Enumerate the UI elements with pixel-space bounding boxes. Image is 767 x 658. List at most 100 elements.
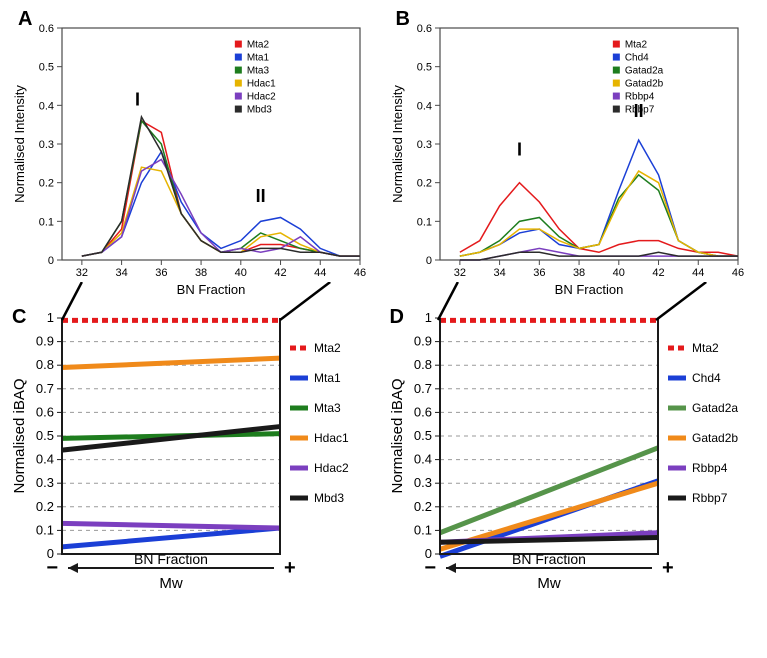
svg-text:34: 34 [115, 267, 127, 279]
svg-text:0.6: 0.6 [36, 404, 54, 419]
svg-text:Mta3: Mta3 [314, 401, 341, 415]
svg-text:32: 32 [76, 267, 88, 279]
svg-text:38: 38 [195, 267, 207, 279]
panel-label-D: D [390, 306, 404, 329]
svg-text:Mta2: Mta2 [247, 40, 270, 51]
svg-text:BN Fraction: BN Fraction [554, 282, 623, 297]
svg-text:0.1: 0.1 [413, 522, 431, 537]
svg-text:Chd4: Chd4 [692, 371, 721, 385]
svg-text:I: I [516, 140, 521, 160]
svg-text:0.1: 0.1 [416, 216, 431, 228]
svg-text:0.6: 0.6 [39, 23, 54, 35]
chart-D: 00.10.20.30.40.50.60.70.80.91Normalised … [388, 308, 748, 608]
svg-text:Mta3: Mta3 [247, 66, 270, 77]
svg-text:Rbbp7: Rbbp7 [624, 105, 654, 116]
chart-A: 32 34 36 38 40 42 44 46 0 0.1 0.2 0.3 0.4 0.5 0.6 Norma… [10, 10, 370, 300]
svg-text:Mta2: Mta2 [624, 40, 647, 51]
svg-text:II: II [256, 186, 266, 206]
svg-text:0: 0 [425, 255, 431, 267]
svg-text:40: 40 [612, 267, 624, 279]
svg-text:1: 1 [424, 310, 431, 325]
figure-grid: A 32 34 36 38 40 42 44 46 0 0.1 0.2 0.3 0.4 0.5 0.6 Nor… [10, 10, 757, 608]
svg-text:0.2: 0.2 [416, 178, 431, 190]
svg-text:Normalised Intensity: Normalised Intensity [12, 85, 27, 203]
svg-text:0.4: 0.4 [39, 100, 54, 112]
svg-text:32: 32 [453, 267, 465, 279]
svg-text:Rbbp4: Rbbp4 [692, 461, 728, 475]
panel-B: B 32 34 36 38 40 42 44 46 0 0.1 0.2 0.3 0.4 0.5 0.6 Nor… [388, 10, 758, 300]
svg-text:38: 38 [572, 267, 584, 279]
svg-text:I: I [135, 89, 140, 109]
svg-text:0.5: 0.5 [39, 62, 54, 74]
svg-text:0.8: 0.8 [36, 357, 54, 372]
svg-text:Gatad2b: Gatad2b [692, 431, 738, 445]
svg-text:46: 46 [731, 267, 743, 279]
svg-text:0.4: 0.4 [36, 452, 54, 467]
panel-label-A: A [18, 8, 32, 31]
svg-text:+: + [662, 557, 674, 579]
svg-text:0.3: 0.3 [416, 139, 431, 151]
svg-text:Mta1: Mta1 [247, 53, 270, 64]
svg-text:Mbd3: Mbd3 [247, 105, 272, 116]
svg-text:0.5: 0.5 [413, 428, 431, 443]
svg-text:36: 36 [155, 267, 167, 279]
svg-text:0.2: 0.2 [39, 178, 54, 190]
svg-text:Hdac2: Hdac2 [247, 92, 276, 103]
svg-text:0.5: 0.5 [416, 62, 431, 74]
svg-text:0.9: 0.9 [36, 334, 54, 349]
svg-text:0.2: 0.2 [413, 499, 431, 514]
svg-text:0.7: 0.7 [36, 381, 54, 396]
svg-text:Rbbp4: Rbbp4 [624, 92, 654, 103]
svg-text:1: 1 [47, 310, 54, 325]
svg-text:46: 46 [354, 267, 366, 279]
svg-text:0.4: 0.4 [416, 100, 431, 112]
svg-text:−: − [424, 557, 436, 579]
svg-text:0.2: 0.2 [36, 499, 54, 514]
panel-label-B: B [396, 8, 410, 31]
svg-text:Normalised Intensity: Normalised Intensity [390, 85, 405, 203]
svg-text:42: 42 [274, 267, 286, 279]
svg-text:Mbd3: Mbd3 [314, 491, 344, 505]
svg-text:Hdac2: Hdac2 [314, 461, 349, 475]
svg-text:0.9: 0.9 [413, 334, 431, 349]
panel-label-C: C [12, 306, 26, 329]
svg-text:Mta2: Mta2 [692, 341, 719, 355]
svg-text:0.1: 0.1 [36, 522, 54, 537]
svg-text:0.6: 0.6 [416, 23, 431, 35]
svg-text:BN Fraction: BN Fraction [512, 551, 586, 567]
svg-text:Hdac1: Hdac1 [314, 431, 349, 445]
svg-text:0.1: 0.1 [39, 216, 54, 228]
svg-text:36: 36 [533, 267, 545, 279]
panel-C: C 00.10.20.30.40.50.60.70.80.91Normalise… [10, 308, 380, 608]
svg-text:34: 34 [493, 267, 505, 279]
svg-text:44: 44 [314, 267, 326, 279]
svg-text:Rbbp7: Rbbp7 [692, 491, 728, 505]
svg-text:BN Fraction: BN Fraction [134, 551, 208, 567]
chart-B: 32 34 36 38 40 42 44 46 0 0.1 0.2 0.3 0.4 0.5 0.6 Norma… [388, 10, 748, 300]
svg-text:Gatad2a: Gatad2a [692, 401, 738, 415]
svg-text:Gatad2a: Gatad2a [624, 66, 663, 77]
panel-A: A 32 34 36 38 40 42 44 46 0 0.1 0.2 0.3 0.4 0.5 0.6 Nor… [10, 10, 380, 300]
svg-text:0.6: 0.6 [413, 404, 431, 419]
svg-text:40: 40 [235, 267, 247, 279]
svg-text:Gatad2b: Gatad2b [624, 79, 663, 90]
svg-text:Normalised iBAQ: Normalised iBAQ [11, 378, 28, 493]
svg-text:0.3: 0.3 [413, 475, 431, 490]
svg-text:Normalised iBAQ: Normalised iBAQ [389, 378, 406, 493]
svg-text:44: 44 [692, 267, 704, 279]
svg-text:0.3: 0.3 [39, 139, 54, 151]
svg-text:BN Fraction: BN Fraction [177, 282, 246, 297]
svg-text:Mta1: Mta1 [314, 371, 341, 385]
svg-text:Mw: Mw [537, 575, 560, 592]
panel-D: D 00.10.20.30.40.50.60.70.80.91Normalise… [388, 308, 758, 608]
svg-text:0.8: 0.8 [413, 357, 431, 372]
svg-text:Mta2: Mta2 [314, 341, 341, 355]
svg-text:0.3: 0.3 [36, 475, 54, 490]
svg-text:+: + [284, 557, 296, 579]
svg-text:0: 0 [48, 255, 54, 267]
svg-text:Chd4: Chd4 [624, 53, 648, 64]
svg-text:−: − [46, 557, 58, 579]
svg-text:0.7: 0.7 [413, 381, 431, 396]
svg-text:0.5: 0.5 [36, 428, 54, 443]
svg-text:42: 42 [652, 267, 664, 279]
